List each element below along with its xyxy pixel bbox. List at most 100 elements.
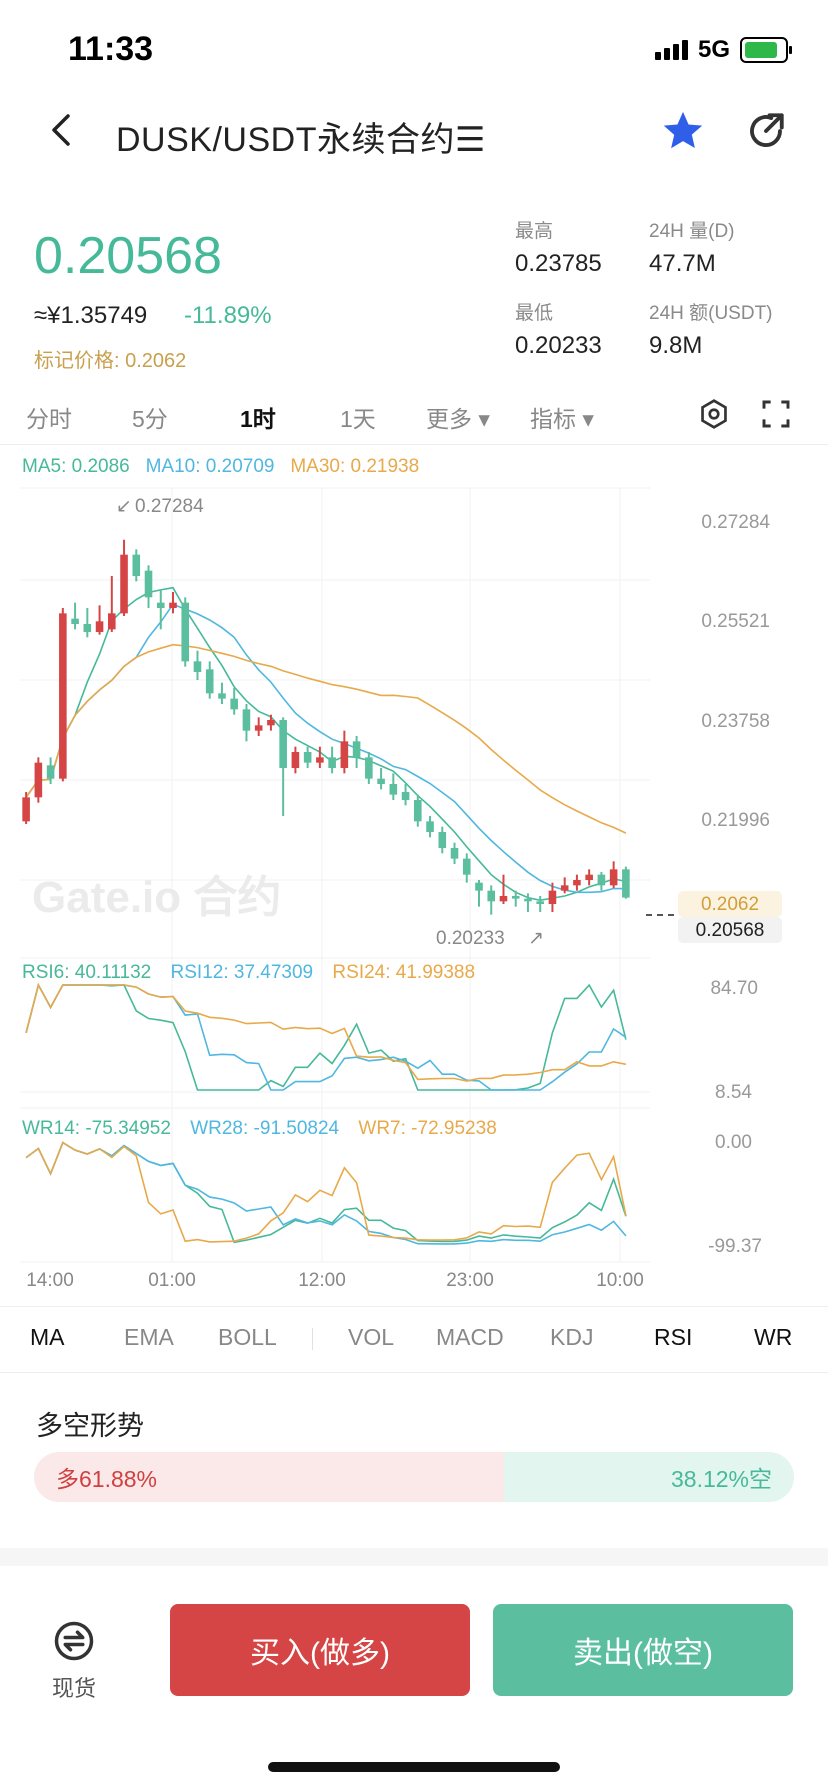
status-indicators: 5G (654, 36, 792, 64)
high-value: 0.23785 (515, 250, 602, 277)
candle-body (487, 890, 496, 902)
chart-grid (20, 487, 650, 1263)
status-time: 11:33 (68, 30, 154, 68)
sell-short-button[interactable]: 卖出(做空) (493, 1604, 793, 1696)
price-axis-label: 0.21996 (701, 810, 770, 831)
tab-rsi[interactable]: RSI (654, 1324, 693, 1350)
low-marker: 0.20233 (436, 928, 505, 949)
candle-body (46, 765, 55, 779)
candle-body (438, 832, 447, 848)
home-indicator (268, 1762, 560, 1772)
candle-body (254, 725, 263, 731)
back-arrow-icon[interactable] (42, 110, 82, 150)
wr-legend: WR14: -75.34952 WR28: -91.50824 WR7: -72… (22, 1118, 497, 1139)
candle-body (475, 882, 483, 891)
candle-body (242, 709, 251, 731)
candle-body (230, 698, 238, 710)
candle-body (536, 901, 544, 904)
ma30-line (25, 643, 627, 834)
kline-chart[interactable]: Gate.io 合约 0.27284 0.25521 0.23758 0.219… (0, 0, 828, 1300)
settings-hexagon-icon[interactable] (698, 398, 730, 430)
section-gap (0, 1548, 828, 1566)
candle-body (352, 741, 361, 758)
price-axis-label: 0.25521 (701, 611, 770, 632)
tab-ema[interactable]: EMA (124, 1324, 174, 1350)
tab-1h[interactable]: 1时 (240, 406, 276, 432)
ma10-line (25, 603, 626, 894)
long-short-title: 多空形势 (36, 1411, 144, 1441)
wr14-label: WR14: -75.34952 (22, 1118, 171, 1139)
wr7-label: WR7: -72.95238 (358, 1118, 496, 1139)
time-axis-label: 01:00 (148, 1270, 196, 1291)
network-type: 5G (697, 36, 730, 63)
candle-body (450, 848, 459, 859)
tab-indicators[interactable]: 指标 ▾ (530, 406, 594, 432)
candle-body (560, 885, 569, 891)
indicator-tabs: MA EMA BOLL VOL MACD KDJ RSI WR (0, 1308, 828, 1368)
buy-long-button[interactable]: 买入(做多) (170, 1604, 470, 1696)
candle-body (573, 880, 581, 886)
candle-body (303, 752, 312, 763)
candle-body (181, 602, 190, 662)
contract-title[interactable]: DUSK/USDT永续合约☰ (116, 121, 486, 159)
candles (22, 539, 630, 915)
tab-5m[interactable]: 5分 (132, 406, 168, 432)
favorite-star-icon[interactable] (660, 108, 706, 154)
wr7-line (25, 1141, 627, 1243)
candle-body (169, 602, 177, 608)
tab-ma[interactable]: MA (30, 1324, 65, 1350)
rsi-legend: RSI6: 40.11132 RSI12: 37.47309 RSI24: 41… (22, 962, 475, 983)
ma5-line (25, 586, 627, 902)
wr-axis-label: 0.00 (715, 1132, 752, 1153)
candle-body (622, 869, 630, 898)
indicator-lines (25, 982, 627, 1245)
tab-vol[interactable]: VOL (348, 1324, 395, 1350)
rsi12-line (25, 982, 627, 1091)
rsi24-label: RSI24: 41.99388 (332, 962, 475, 983)
share-icon[interactable] (745, 110, 787, 152)
last-price-tag-bg (678, 917, 782, 943)
low-value: 0.20233 (515, 332, 602, 359)
candle-body (291, 752, 300, 768)
candle-body (22, 797, 30, 822)
signal-icon (654, 40, 688, 60)
tab-boll[interactable]: BOLL (218, 1324, 277, 1350)
low-label: 最低 (515, 303, 554, 324)
volume-value: 47.7M (649, 250, 716, 277)
ma5-label: MA5: 0.2086 (22, 456, 130, 477)
rsi24-line (25, 982, 627, 1082)
volume-label: 24H 量(D) (649, 221, 735, 242)
tab-timeline[interactable]: 分时 (26, 406, 72, 432)
candle-body (328, 757, 336, 768)
tab-kdj[interactable]: KDJ (550, 1324, 594, 1350)
high-marker-arrow: ↙ (116, 496, 132, 517)
cny-price: ≈¥1.35749 (34, 302, 148, 329)
candle-body (34, 762, 43, 798)
fullscreen-icon[interactable] (760, 398, 792, 430)
rsi-axis-label: 84.70 (710, 978, 758, 999)
tab-1d[interactable]: 1天 (340, 406, 376, 432)
ma-legend: MA5: 0.2086 MA10: 0.20709 MA30: 0.21938 (22, 456, 419, 478)
candle-body (156, 602, 165, 608)
time-axis-label: 10:00 (596, 1270, 644, 1291)
price-axis-label: 0.27284 (701, 512, 770, 533)
candle-body (316, 757, 324, 763)
candle-body (144, 570, 153, 598)
amount-value: 9.8M (649, 332, 703, 359)
candle-body (462, 858, 471, 875)
candle-body (120, 554, 128, 614)
watermark: Gate.io 合约 (32, 873, 281, 922)
tab-more[interactable]: 更多 ▾ (426, 406, 490, 432)
candle-body (108, 613, 116, 630)
tab-separator (312, 1328, 313, 1350)
long-ratio: 多61.88% (34, 1452, 504, 1502)
candle-body (414, 800, 422, 822)
spot-button[interactable]: 现货 (44, 1620, 104, 1703)
rsi6-line (25, 982, 627, 1091)
tab-macd[interactable]: MACD (436, 1324, 504, 1350)
ma10-label: MA10: 0.20709 (145, 456, 275, 477)
tab-wr[interactable]: WR (754, 1324, 793, 1350)
candle-body (340, 741, 349, 768)
candle-body (279, 720, 287, 768)
timeframe-tabs: 分时 5分 1时 1天 更多 ▾ 指标 ▾ (0, 392, 828, 444)
